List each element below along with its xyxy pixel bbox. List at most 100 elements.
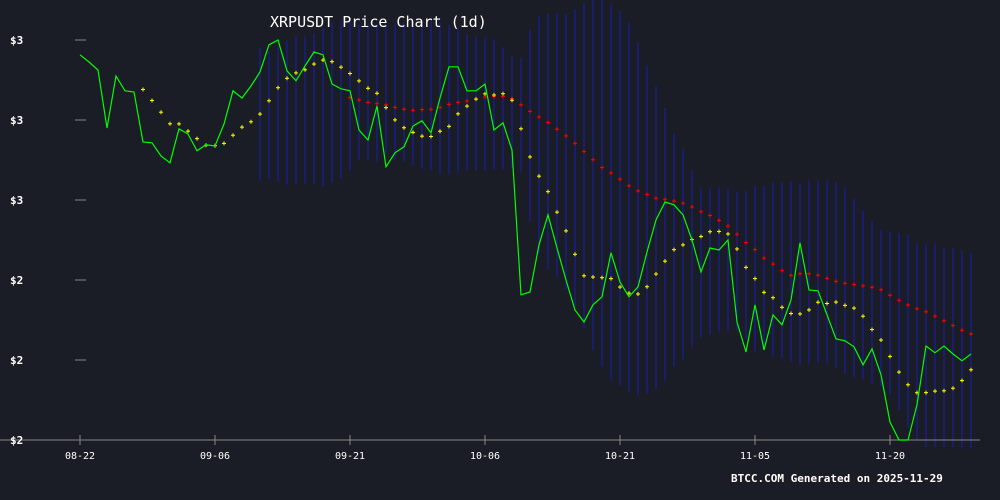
sma-long-point <box>870 285 874 290</box>
sma-short-point <box>537 174 541 179</box>
sma-short-point <box>861 314 865 319</box>
sma-long-point <box>654 196 658 201</box>
sma-short-point <box>384 105 388 110</box>
sma-long-point <box>393 105 397 110</box>
sma-long-point <box>906 302 910 307</box>
sma-long-point <box>645 192 649 197</box>
sma-short-point <box>231 133 235 138</box>
sma-short-point <box>672 247 676 252</box>
sma-short-point <box>933 389 937 394</box>
sma-long-point <box>807 271 811 276</box>
sma-long-point <box>537 114 541 119</box>
sma-long-point <box>708 213 712 218</box>
sma-long-point <box>681 201 685 206</box>
sma-short-point <box>753 276 757 281</box>
sma-long-point <box>546 120 550 125</box>
sma-short-point <box>348 71 352 76</box>
sma-short-point <box>969 367 973 372</box>
sma-short-point <box>339 65 343 70</box>
footer-text: BTCC.COM Generated on 2025-11-29 <box>731 472 943 485</box>
sma-short-point <box>834 300 838 305</box>
sma-short-point <box>681 242 685 247</box>
sma-long-point <box>924 309 928 314</box>
sma-short-point <box>177 121 181 126</box>
sma-short-point <box>267 98 271 103</box>
sma-long-point <box>852 282 856 287</box>
sma-short-point <box>519 126 523 131</box>
chart-title: XRPUSDT Price Chart (1d) <box>270 13 487 31</box>
sma-long-point <box>780 268 784 273</box>
sma-long-point <box>762 256 766 261</box>
sma-short-point <box>249 119 253 124</box>
sma-short-point <box>870 327 874 332</box>
sma-long-point <box>573 141 577 146</box>
sma-long-point <box>627 183 631 188</box>
sma-short-point <box>474 97 478 102</box>
sma-short-point <box>618 285 622 290</box>
sma-long-point <box>699 209 703 214</box>
sma-long-point <box>375 101 379 106</box>
sma-short-point <box>330 59 334 64</box>
sma-short-point <box>807 307 811 312</box>
sma-short-point <box>186 129 190 134</box>
y-tick-label: $3 <box>10 194 23 207</box>
sma-short-point <box>897 370 901 375</box>
sma-long-point <box>618 177 622 182</box>
sma-short-point <box>609 276 613 281</box>
sma-long-series <box>348 94 973 336</box>
sma-long-point <box>771 262 775 267</box>
sma-long-point <box>600 165 604 170</box>
sma-short-point <box>636 292 640 296</box>
sma-short-point <box>276 85 280 90</box>
sma-short-point <box>879 338 883 343</box>
sma-short-point <box>798 311 802 316</box>
sma-long-point <box>816 273 820 278</box>
sma-short-point <box>159 110 163 115</box>
sma-long-point <box>960 328 964 333</box>
bollinger-bands <box>259 0 972 449</box>
sma-long-point <box>447 102 451 107</box>
sma-long-point <box>528 109 532 114</box>
sma-short-point <box>735 246 739 251</box>
sma-long-point <box>753 247 757 252</box>
sma-short-point <box>465 104 469 109</box>
price-line <box>79 39 972 441</box>
sma-long-point <box>735 232 739 237</box>
sma-short-point <box>141 87 145 92</box>
sma-long-point <box>789 273 793 278</box>
sma-short-point <box>951 386 955 391</box>
sma-short-point <box>285 76 289 81</box>
sma-short-point <box>771 295 775 300</box>
sma-short-point <box>726 231 730 236</box>
sma-short-point <box>825 301 829 306</box>
sma-short-point <box>438 129 442 134</box>
sma-long-point <box>591 157 595 162</box>
sma-long-point <box>663 197 667 202</box>
sma-long-point <box>879 287 883 292</box>
sma-long-point <box>825 276 829 281</box>
sma-short-point <box>591 275 595 280</box>
y-tick-label: $3 <box>10 34 23 47</box>
sma-long-point <box>951 323 955 328</box>
sma-short-point <box>393 117 397 122</box>
sma-long-point <box>843 281 847 286</box>
sma-short-point <box>240 125 244 130</box>
sma-short-point <box>294 70 298 75</box>
x-tick-label: 11-20 <box>875 451 905 462</box>
sma-short-point <box>411 130 415 135</box>
sma-short-point <box>510 98 514 103</box>
sma-long-point <box>798 271 802 276</box>
sma-short-point <box>654 272 658 276</box>
sma-short-point <box>699 234 703 239</box>
sma-short-point <box>582 273 586 278</box>
sma-long-point <box>717 218 721 223</box>
sma-long-point <box>402 107 406 112</box>
sma-short-point <box>744 265 748 270</box>
sma-short-point <box>780 305 784 310</box>
sma-short-point <box>663 259 667 264</box>
sma-long-point <box>672 199 676 204</box>
sma-short-point <box>843 303 847 308</box>
sma-long-point <box>420 107 424 112</box>
sma-short-point <box>402 125 406 130</box>
